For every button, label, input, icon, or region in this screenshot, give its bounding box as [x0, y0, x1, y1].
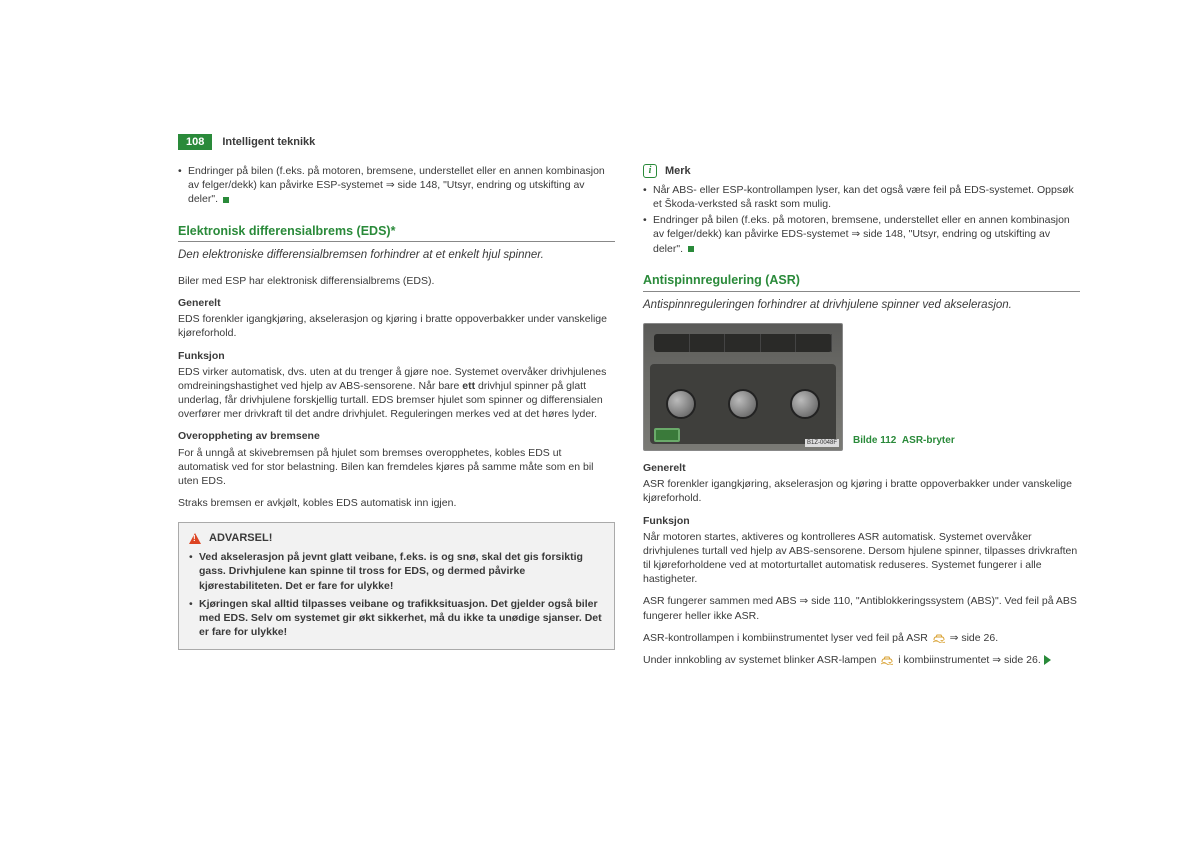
bullet-icon: •: [189, 550, 199, 593]
merk-b2-text: Endringer på bilen (f.eks. på motoren, b…: [653, 213, 1080, 256]
content-columns: • Endringer på bilen (f.eks. på motoren,…: [178, 164, 1080, 675]
manual-page: 108 Intelligent teknikk • Endringer på b…: [0, 0, 1200, 848]
eds-funksjon-text: EDS virker automatisk, dvs. uten at du t…: [178, 365, 615, 422]
merk-header: i Merk: [643, 164, 1080, 179]
dash-button-seg: [690, 334, 726, 352]
merk-b2-content: Endringer på bilen (f.eks. på motoren, b…: [653, 214, 1070, 254]
dash-button-seg: [725, 334, 761, 352]
warning-bullet-2: • Kjøringen skal alltid tilpasses veiban…: [189, 597, 604, 640]
end-marker-icon: [688, 246, 694, 252]
right-column: i Merk • Når ABS- eller ESP-kontrollampe…: [643, 164, 1080, 675]
dash-top-buttons: [654, 334, 832, 352]
figure-caption: Bilde 112 ASR-bryter: [853, 434, 955, 451]
merk-bullet-1: • Når ABS- eller ESP-kontrollampen lyser…: [643, 183, 1080, 211]
climate-knob: [728, 389, 758, 419]
eds-over-p1: For å unngå at skivebremsen på hjulet so…: [178, 446, 615, 489]
asr-p4-b: i kombiinstrumentet ⇒ side 26.: [895, 654, 1040, 666]
merk-b1-text: Når ABS- eller ESP-kontrollampen lyser, …: [653, 183, 1080, 211]
continue-triangle-icon: [1044, 655, 1051, 665]
climate-knob: [666, 389, 696, 419]
asr-p4-a: Under innkobling av systemet blinker ASR…: [643, 654, 879, 666]
section-rule: [643, 291, 1080, 292]
bullet-icon: •: [189, 597, 199, 640]
warning-triangle-icon: [189, 533, 201, 544]
warning-bullet-1: • Ved akselerasjon på jevnt glatt veiban…: [189, 550, 604, 593]
warning-box: ADVARSEL! • Ved akselerasjon på jevnt gl…: [178, 522, 615, 650]
dash-button-seg: [796, 334, 832, 352]
dash-button-seg: [654, 334, 690, 352]
asr-p3-a: ASR-kontrollampen i kombiinstrumentet ly…: [643, 632, 931, 644]
end-marker-icon: [223, 197, 229, 203]
warning-title: ADVARSEL!: [209, 531, 272, 546]
page-number: 108: [178, 134, 212, 150]
asr-heading: Antispinnregulering (ASR): [643, 272, 1080, 289]
warning-header: ADVARSEL!: [189, 531, 604, 546]
eds-generelt-heading: Generelt: [178, 296, 615, 310]
asr-button-highlight: [654, 428, 680, 442]
page-header: 108 Intelligent teknikk: [178, 134, 315, 150]
eds-over-p2: Straks bremsen er avkjølt, kobles EDS au…: [178, 496, 615, 510]
page-title: Intelligent teknikk: [222, 136, 315, 148]
merk-bullet-2: • Endringer på bilen (f.eks. på motoren,…: [643, 213, 1080, 256]
figure-caption-text: ASR-bryter: [902, 435, 955, 446]
asr-funksjon-heading: Funksjon: [643, 514, 1080, 528]
climate-knob: [790, 389, 820, 419]
eds-intro: Den elektroniske differensialbremsen for…: [178, 248, 615, 264]
asr-lamp-icon: [881, 655, 893, 665]
figure-number: Bilde 112: [853, 435, 896, 446]
bullet-icon: •: [643, 183, 653, 211]
bullet-icon: •: [178, 164, 188, 207]
bullet-icon: •: [643, 213, 653, 256]
eds-heading: Elektronisk differensialbrems (EDS)*: [178, 223, 615, 240]
dash-button-seg: [761, 334, 797, 352]
asr-p3-b: ⇒ side 26.: [947, 632, 998, 644]
asr-generelt-heading: Generelt: [643, 461, 1080, 475]
asr-funksjon-p2: ASR fungerer sammen med ABS ⇒ side 110, …: [643, 594, 1080, 622]
intro-bullet-content: Endringer på bilen (f.eks. på motoren, b…: [188, 165, 605, 205]
intro-bullet: • Endringer på bilen (f.eks. på motoren,…: [178, 164, 615, 207]
info-icon: i: [643, 164, 657, 178]
asr-funksjon-p3: ASR-kontrollampen i kombiinstrumentet ly…: [643, 631, 1080, 645]
eds-p1: Biler med ESP har elektronisk differensi…: [178, 274, 615, 288]
eds-generelt-text: EDS forenkler igangkjøring, akselerasjon…: [178, 312, 615, 340]
left-column: • Endringer på bilen (f.eks. på motoren,…: [178, 164, 615, 675]
eds-over-heading: Overoppheting av bremsene: [178, 429, 615, 443]
asr-funksjon-p1: Når motoren startes, aktiveres og kontro…: [643, 530, 1080, 587]
asr-generelt-text: ASR forenkler igangkjøring, akselerasjon…: [643, 477, 1080, 505]
merk-title: Merk: [665, 164, 691, 179]
asr-figure: B1Z-0048F: [643, 323, 843, 451]
figure-row: B1Z-0048F Bilde 112 ASR-bryter: [643, 323, 1080, 451]
eds-funksjon-bold: ett: [462, 380, 475, 392]
figure-ref-label: B1Z-0048F: [805, 439, 839, 447]
asr-warning-icon: [933, 633, 945, 643]
section-rule: [178, 241, 615, 242]
asr-intro: Antispinnreguleringen forhindrer at driv…: [643, 298, 1080, 314]
warning-b2-text: Kjøringen skal alltid tilpasses veibane …: [199, 597, 604, 640]
asr-funksjon-p4: Under innkobling av systemet blinker ASR…: [643, 653, 1080, 667]
intro-bullet-text: Endringer på bilen (f.eks. på motoren, b…: [188, 164, 615, 207]
eds-funksjon-heading: Funksjon: [178, 349, 615, 363]
warning-b1-text: Ved akselerasjon på jevnt glatt veibane,…: [199, 550, 604, 593]
